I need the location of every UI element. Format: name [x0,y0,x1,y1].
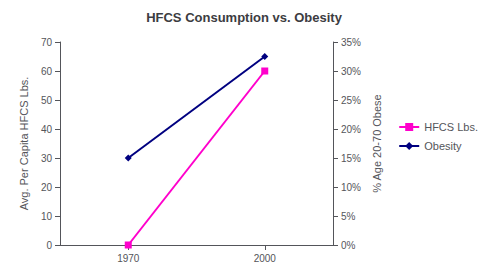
svg-text:50: 50 [41,95,53,106]
svg-text:10: 10 [41,211,53,222]
svg-text:20: 20 [41,182,53,193]
svg-text:0%: 0% [341,240,356,251]
svg-text:30%: 30% [341,66,361,77]
svg-text:HFCS Lbs.: HFCS Lbs. [424,121,478,133]
svg-text:15%: 15% [341,153,361,164]
svg-text:% Age 20-70 Obese: % Age 20-70 Obese [371,94,383,192]
svg-text:1970: 1970 [117,253,140,264]
svg-text:60: 60 [41,66,53,77]
svg-text:Obesity: Obesity [424,140,462,152]
svg-text:40: 40 [41,124,53,135]
svg-text:20%: 20% [341,124,361,135]
svg-text:5%: 5% [341,211,356,222]
svg-text:10%: 10% [341,182,361,193]
svg-text:35%: 35% [341,37,361,48]
svg-text:25%: 25% [341,95,361,106]
svg-text:2000: 2000 [254,253,277,264]
svg-text:Avg. Per Capita HFCS Lbs.: Avg. Per Capita HFCS Lbs. [18,77,30,211]
svg-text:HFCS Consumption vs. Obesity: HFCS Consumption vs. Obesity [146,10,343,25]
svg-text:70: 70 [41,37,53,48]
svg-text:0: 0 [46,240,52,251]
svg-text:30: 30 [41,153,53,164]
